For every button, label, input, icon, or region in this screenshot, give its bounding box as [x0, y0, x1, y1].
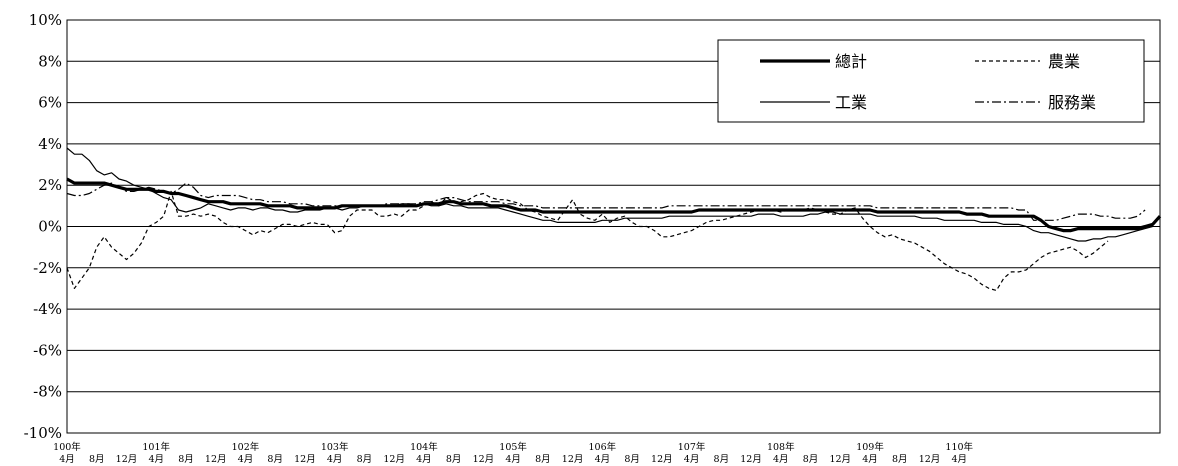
x-tick-month-label: 12月 [829, 454, 851, 465]
y-tick-label: -4% [33, 300, 62, 318]
x-tick-year-label: 104年 [410, 441, 438, 453]
x-tick-month-label: 8月 [357, 454, 373, 465]
x-tick-month-label: 8月 [624, 454, 640, 465]
y-tick-label: -6% [33, 341, 62, 359]
x-tick-month-label: 4月 [862, 454, 878, 465]
x-tick-month-label: 12月 [116, 454, 138, 465]
x-tick-year-label: 106年 [589, 441, 617, 453]
y-tick-label: -8% [33, 383, 62, 401]
x-tick-month-label: 8月 [446, 454, 462, 465]
x-tick-month-label: 4月 [327, 454, 343, 465]
x-tick-month-label: 8月 [714, 454, 730, 465]
x-tick-month-label: 8月 [178, 454, 194, 465]
x-tick-month-label: 12月 [651, 454, 673, 465]
y-tick-label: 10% [29, 11, 62, 29]
y-tick-label: 6% [38, 94, 62, 112]
y-tick-label: -10% [24, 424, 62, 442]
x-tick-month-label: 12月 [383, 454, 405, 465]
legend-box [717, 39, 1145, 123]
x-tick-year-label: 102年 [232, 441, 260, 453]
x-tick-month-label: 4月 [416, 454, 432, 465]
x-tick-year-label: 110年 [945, 441, 973, 453]
x-tick-year-label: 100年 [53, 441, 81, 453]
x-tick-month-label: 12月 [562, 454, 584, 465]
x-tick-year-label: 107年 [678, 441, 706, 453]
x-tick-month-label: 8月 [803, 454, 819, 465]
x-tick-year-label: 109年 [856, 441, 884, 453]
x-tick-year-label: 101年 [142, 441, 170, 453]
series-line-3 [66, 182, 1146, 221]
x-tick-month-label: 8月 [267, 454, 283, 465]
x-tick-month-label: 8月 [89, 454, 105, 465]
x-tick-month-label: 4月 [148, 454, 164, 465]
x-tick-month-label: 8月 [535, 454, 551, 465]
plot-frame [66, 19, 1161, 434]
x-tick-month-label: 4月 [59, 454, 75, 465]
series-line-0 [66, 177, 1162, 233]
legend: 總計 工業 農業 服務業 [717, 39, 1145, 123]
x-tick-year-label: 103年 [321, 441, 349, 453]
y-tick-label: -2% [33, 259, 62, 277]
x-tick-month-label: 4月 [505, 454, 521, 465]
x-tick-month-label: 4月 [238, 454, 254, 465]
y-axis-tick-labels: 10% 8% 6% 4% 2% 0% -2% -4% -6% -8% -10% [24, 11, 62, 442]
y-tick-label: 8% [38, 52, 62, 70]
x-tick-month-label: 4月 [951, 454, 967, 465]
x-tick-month-label: 12月 [919, 454, 941, 465]
x-tick-month-label: 4月 [773, 454, 789, 465]
x-tick-month-label: 8月 [892, 454, 908, 465]
x-tick-year-label: 105年 [499, 441, 527, 453]
legend-label-total: 總計 [835, 52, 867, 71]
series-line-1 [66, 147, 1153, 242]
x-tick-month-label: 4月 [684, 454, 700, 465]
legend-label-industry: 工業 [835, 93, 867, 112]
series-lines [66, 147, 1162, 292]
x-tick-month-label: 4月 [595, 454, 611, 465]
legend-label-agriculture: 農業 [1048, 52, 1080, 71]
x-tick-year-label: 108年 [767, 441, 795, 453]
y-tick-label: 0% [38, 218, 62, 236]
y-tick-label: 4% [38, 135, 62, 153]
x-tick-month-label: 12月 [205, 454, 227, 465]
series-line-2 [66, 190, 1109, 292]
legend-label-services: 服務業 [1048, 93, 1096, 112]
x-tick-month-label: 12月 [294, 454, 316, 465]
x-tick-month-label: 12月 [740, 454, 762, 465]
x-tick-month-label: 12月 [473, 454, 495, 465]
y-tick-label: 2% [38, 176, 62, 194]
